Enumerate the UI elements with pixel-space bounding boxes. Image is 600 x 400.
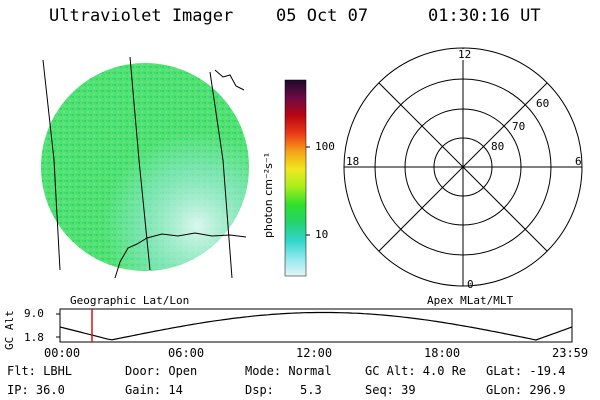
status-glat: GLat: -19.4: [486, 364, 566, 378]
polar-plot: [343, 47, 583, 287]
status-door: Door: Open: [125, 364, 198, 378]
alt-tick-low: 1.8: [24, 331, 44, 344]
mlt-label-6: 6: [575, 155, 582, 168]
longitude-line: [129, 56, 151, 271]
colorbar-tick-100: 100: [315, 140, 335, 153]
coastline: [214, 69, 245, 91]
date-label: 05 Oct 07: [276, 6, 369, 26]
alt-tick-high: 9.0: [24, 307, 44, 320]
longitude-line: [209, 71, 233, 279]
mlat-label-60: 60: [536, 97, 550, 110]
colorbar-unit-label: photon cm⁻²s⁻¹: [262, 152, 275, 238]
status-ip: IP: 36.0: [7, 383, 65, 397]
mlat-label-80: 80: [491, 140, 505, 153]
mlt-label-18: 18: [346, 155, 360, 168]
longitude-line: [42, 59, 61, 271]
time-tick-0000: 00:00: [44, 346, 81, 360]
status-flt: Flt: LBHL: [7, 364, 73, 378]
status-mode: Mode: Normal: [245, 364, 332, 378]
status-glon: GLon: 296.9: [486, 383, 566, 397]
mlat-label-70: 70: [512, 120, 526, 133]
status-gain: Gain: 14: [125, 383, 183, 397]
mlt-label-12: 12: [458, 48, 472, 61]
instrument-title: Ultraviolet Imager: [49, 6, 234, 26]
altitude-panel: [56, 308, 573, 343]
status-gc-alt: GC Alt: 4.0 Re: [365, 364, 467, 378]
gc-alt-axis-label: GC Alt: [3, 310, 16, 350]
apex-caption: Apex MLat/MLT: [427, 294, 514, 307]
status-dsp-label: Dsp:: [245, 383, 274, 397]
time-tick-0600: 06:00: [168, 346, 205, 360]
colorbar-tick-10: 10: [315, 228, 329, 241]
mlt-label-0: 0: [467, 278, 474, 291]
geographic-caption: Geographic Lat/Lon: [70, 294, 190, 307]
status-dsp-value: 5.3: [300, 383, 322, 397]
time-tick-1800: 18:00: [424, 346, 461, 360]
time-tick-2359: 23:59: [552, 346, 589, 360]
uv-image-disk: [41, 56, 249, 279]
coastline: [114, 232, 247, 279]
time-tick-1200: 12:00: [296, 346, 333, 360]
time-label: 01:30:16 UT: [428, 6, 541, 26]
status-seq: Seq: 39: [365, 383, 416, 397]
colorbar: [284, 79, 310, 277]
